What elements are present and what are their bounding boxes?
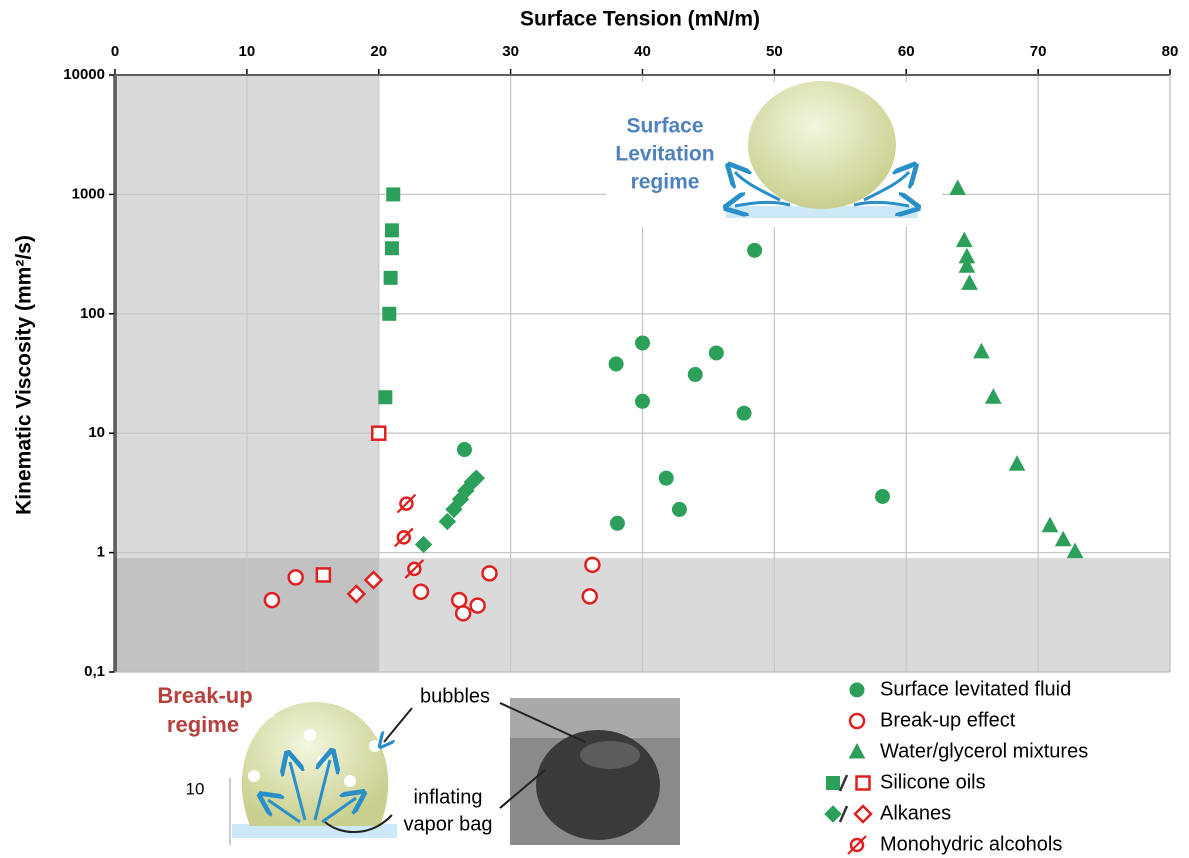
point	[452, 593, 466, 607]
point	[709, 346, 723, 360]
y-tick-label: 100	[80, 305, 105, 322]
y-axis-title: Kinematic Viscosity (mm²/s)	[13, 235, 36, 515]
y-tick-label: 10000	[63, 66, 105, 83]
x-tick-label: 70	[1030, 43, 1047, 60]
point	[483, 566, 497, 580]
point	[636, 336, 650, 350]
legend: Surface levitated fluid Break-up effect Wa…	[825, 678, 1088, 855]
point	[857, 777, 870, 790]
droplet	[242, 702, 388, 826]
point	[737, 406, 751, 420]
point	[383, 307, 396, 320]
point	[265, 593, 279, 607]
point	[372, 427, 385, 440]
point	[456, 606, 470, 620]
annotation: Levitation	[615, 143, 714, 166]
point	[317, 568, 330, 581]
y-tick-label: 1000	[72, 185, 105, 202]
point	[848, 836, 866, 854]
photo-highlight	[580, 741, 640, 769]
x-tick-label: 10	[239, 43, 256, 60]
chart: Surface Tension (mN/m) Kinematic Viscosi…	[0, 0, 1189, 858]
pointer	[384, 708, 412, 742]
point	[636, 394, 650, 408]
legend-label: Break-up effect	[880, 709, 1016, 731]
y-tick-label: 1	[97, 544, 105, 561]
point	[609, 357, 623, 371]
annotation: 10	[186, 779, 205, 798]
point	[387, 188, 400, 201]
x-tick-label: 40	[634, 43, 651, 60]
point	[379, 391, 392, 404]
y-tick-label: 10	[88, 424, 105, 441]
x-tick-label: 60	[898, 43, 915, 60]
droplet	[748, 81, 896, 209]
point	[748, 243, 762, 257]
point	[385, 224, 398, 237]
legend-label: Monohydric alcohols	[880, 833, 1062, 855]
legend-label: Surface levitated fluid	[880, 678, 1071, 700]
annotation: Break-up	[157, 683, 252, 708]
x-tick-label: 50	[766, 43, 783, 60]
point	[414, 585, 428, 599]
annotation: regime	[631, 171, 700, 194]
annotation: bubbles	[420, 685, 490, 707]
annotation: Surface	[626, 115, 703, 138]
y-tick-label: 0,1	[84, 663, 105, 680]
surface	[232, 824, 397, 838]
point	[384, 271, 397, 284]
point	[855, 806, 871, 822]
x-tick-label: 30	[502, 43, 519, 60]
point	[850, 714, 864, 728]
point	[688, 368, 702, 382]
legend-separator	[840, 775, 847, 791]
legend-label: Water/glycerol mixtures	[880, 740, 1088, 762]
annotation: vapor bag	[404, 813, 493, 835]
point	[827, 777, 840, 790]
x-axis-title: Surface Tension (mN/m)	[520, 8, 760, 31]
bubble	[369, 740, 381, 752]
legend-label: Alkanes	[880, 802, 951, 824]
bubble	[317, 755, 327, 765]
point	[583, 589, 597, 603]
point	[471, 599, 485, 613]
legend-label: Silicone oils	[880, 771, 986, 793]
bubble	[304, 729, 316, 741]
point	[825, 806, 841, 822]
point	[289, 570, 303, 584]
x-tick-label: 0	[111, 43, 119, 60]
point	[672, 502, 686, 516]
point	[850, 744, 865, 758]
bubble	[263, 706, 275, 718]
levitation-inset: Surface Levitation regime	[606, 81, 942, 227]
point	[585, 558, 599, 572]
breakup-inset: Break-up regime 10 bubbles inflating vap…	[157, 683, 680, 845]
bubble	[344, 775, 356, 787]
bubble	[248, 770, 260, 782]
point	[876, 490, 890, 504]
annotation: regime	[167, 712, 239, 737]
point	[659, 471, 673, 485]
point	[610, 516, 624, 530]
x-tick-label: 20	[370, 43, 387, 60]
point	[385, 242, 398, 255]
x-tick-label: 80	[1162, 43, 1179, 60]
point	[457, 443, 471, 457]
annotation: inflating	[414, 786, 483, 808]
point	[850, 683, 864, 697]
